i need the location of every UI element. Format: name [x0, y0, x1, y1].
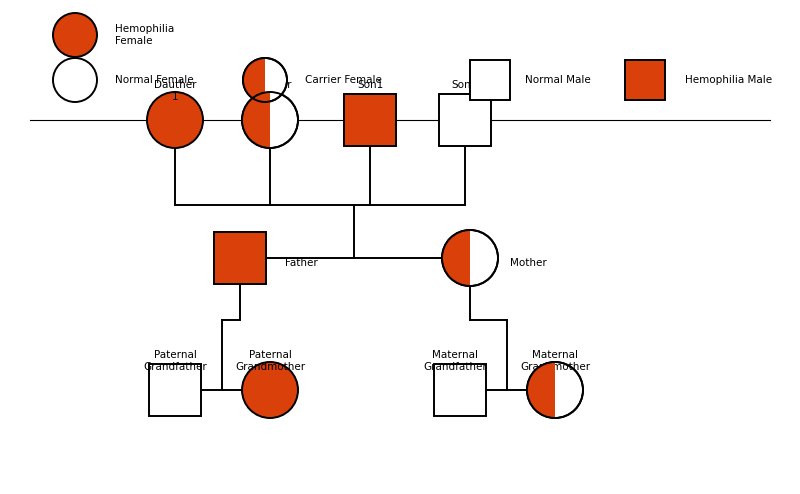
Wedge shape [242, 92, 270, 148]
Bar [149, 364, 201, 416]
Text: Normal Male: Normal Male [525, 75, 590, 85]
Text: Paternal
Grandmother: Paternal Grandmother [235, 350, 305, 371]
Text: Carrier Female: Carrier Female [305, 75, 382, 85]
Text: Dauther
1: Dauther 1 [154, 80, 196, 102]
Wedge shape [442, 230, 470, 286]
Text: Dauther
2: Dauther 2 [249, 80, 291, 102]
Text: Mother: Mother [510, 258, 546, 268]
Circle shape [147, 92, 203, 148]
Text: Father: Father [285, 258, 318, 268]
Text: Hemophilia
Female: Hemophilia Female [115, 24, 174, 46]
Text: Maternal
Grandmother: Maternal Grandmother [520, 350, 590, 371]
Circle shape [243, 58, 287, 102]
Text: Normal Female: Normal Female [115, 75, 194, 85]
Circle shape [442, 230, 498, 286]
Text: Maternal
Grandfather: Maternal Grandfather [423, 350, 487, 371]
Bar [439, 94, 491, 146]
Text: Hemophilia Male: Hemophilia Male [685, 75, 772, 85]
Circle shape [242, 92, 298, 148]
Circle shape [53, 13, 97, 57]
Bar [214, 232, 266, 284]
Text: Son2: Son2 [452, 80, 478, 90]
Bar [434, 364, 486, 416]
Circle shape [53, 58, 97, 102]
Bar [344, 94, 396, 146]
Bar [470, 60, 510, 100]
Circle shape [527, 362, 583, 418]
Text: Son1: Son1 [357, 80, 383, 90]
Circle shape [242, 362, 298, 418]
Wedge shape [243, 58, 265, 102]
Text: Paternal
Grandfather: Paternal Grandfather [143, 350, 207, 371]
Wedge shape [527, 362, 555, 418]
Bar [625, 60, 665, 100]
